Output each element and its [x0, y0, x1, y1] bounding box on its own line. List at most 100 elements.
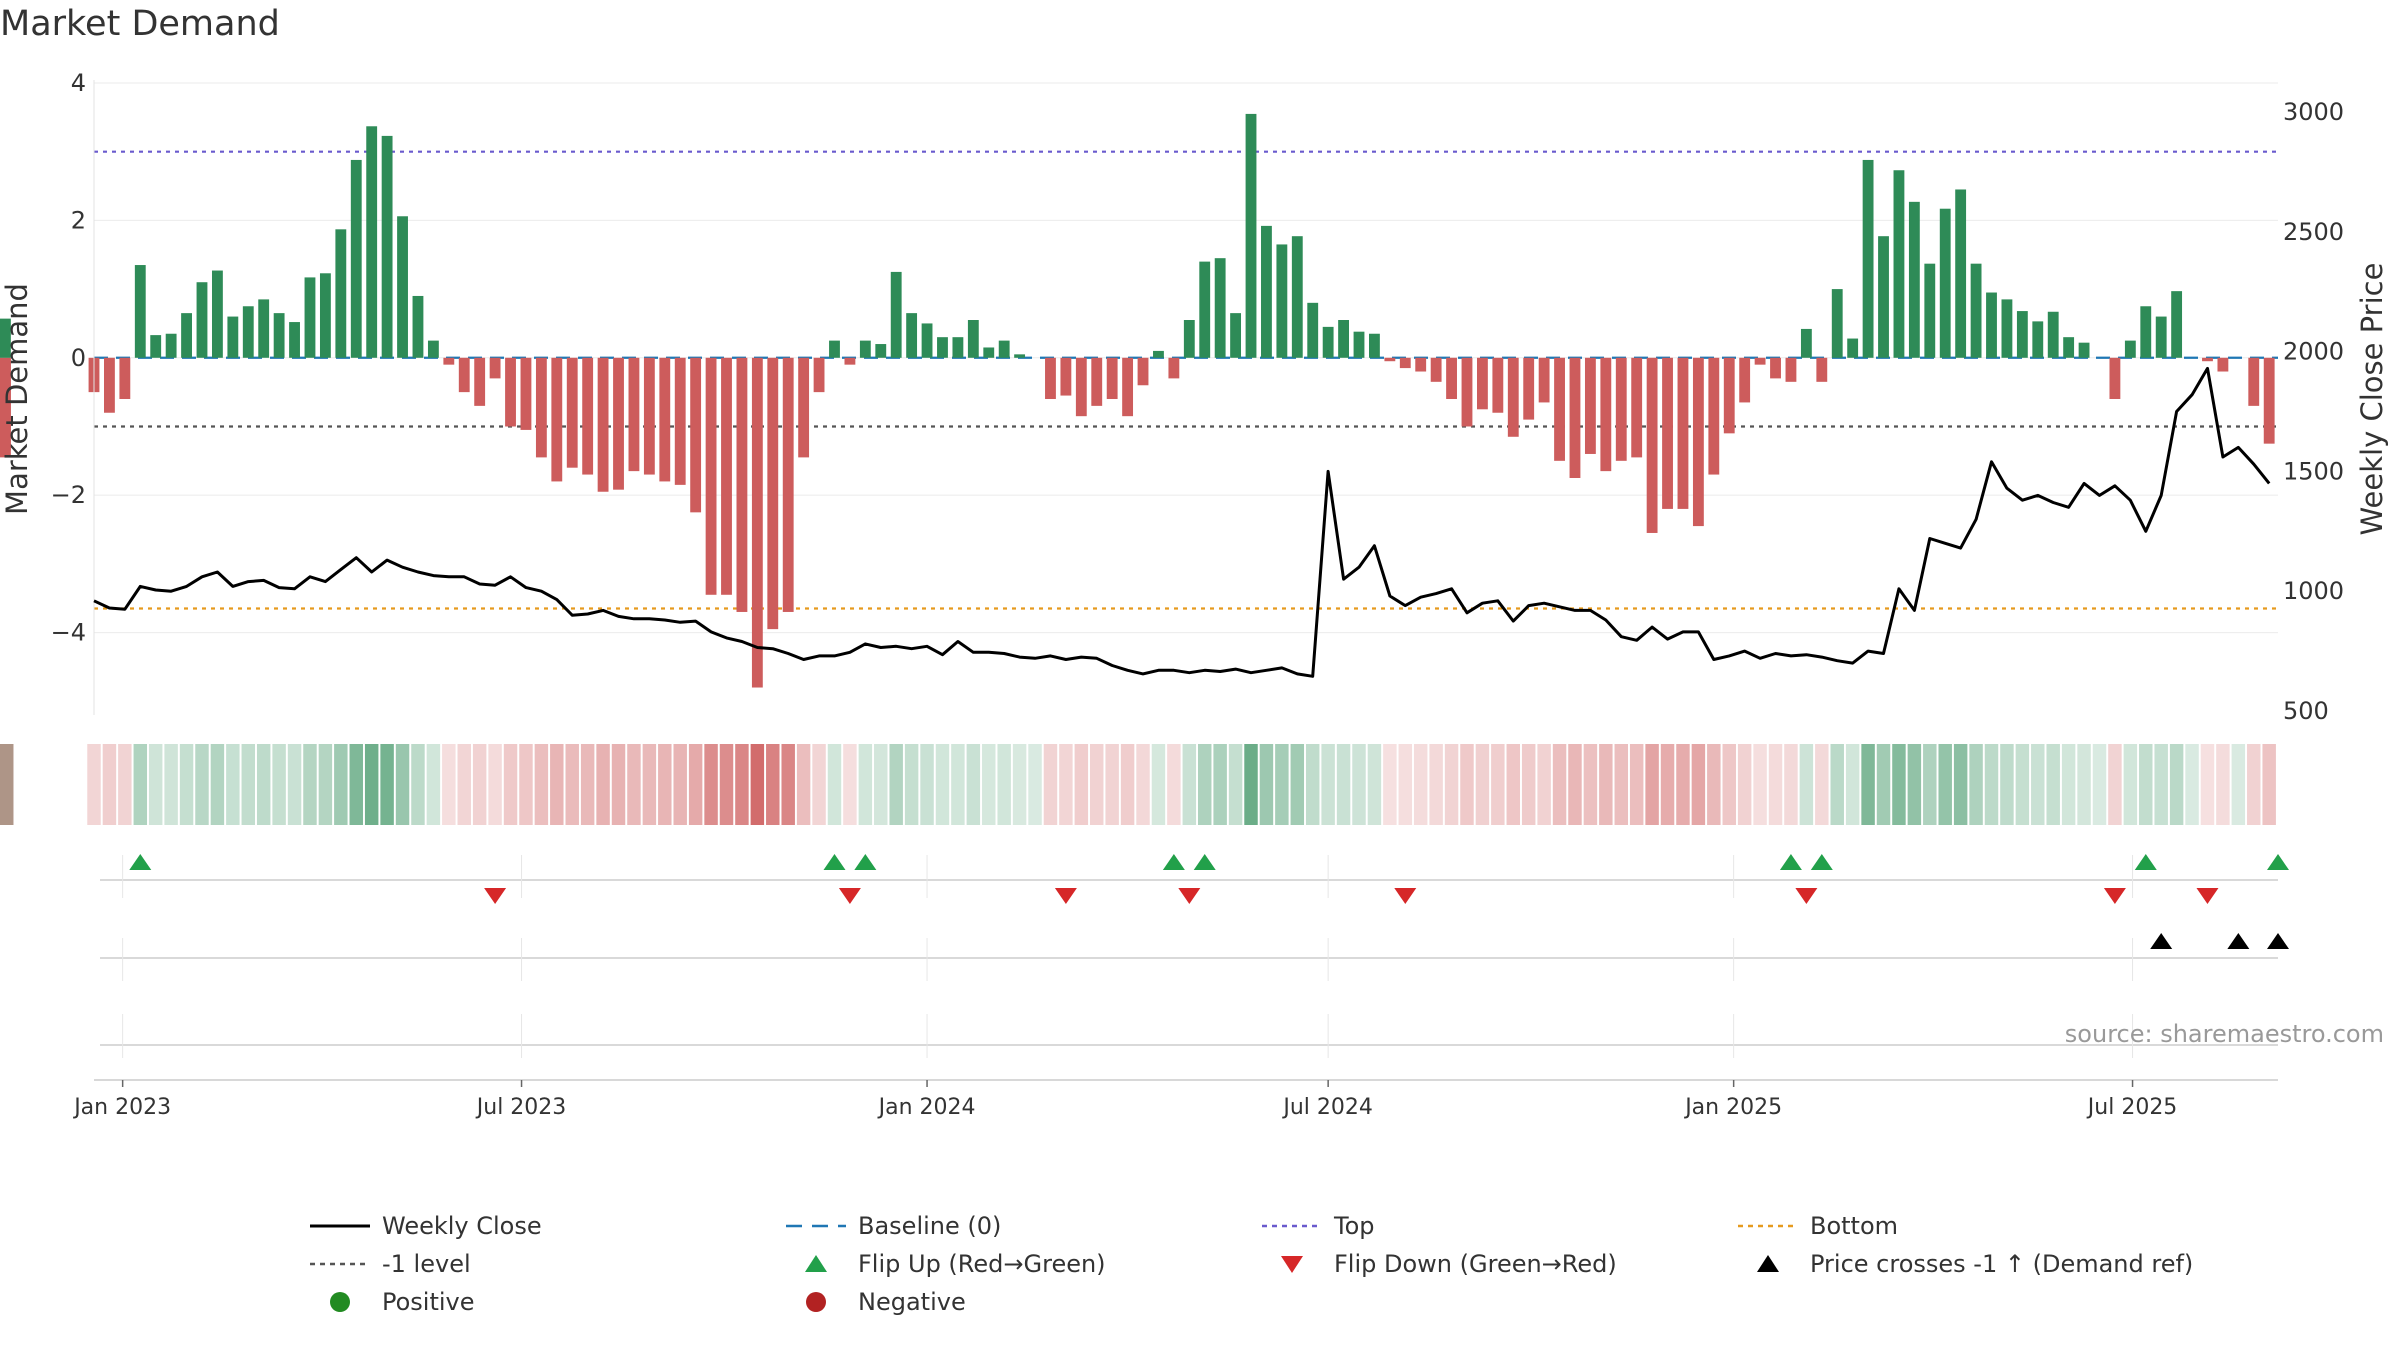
heat-cell-positive	[2031, 744, 2045, 825]
positive-demand-bar	[1955, 189, 1967, 358]
positive-demand-bar	[1369, 333, 1380, 358]
negative-demand-bar	[1584, 357, 1596, 454]
heat-cell-positive	[2092, 744, 2107, 825]
heat-cell-positive	[1799, 744, 1814, 825]
heat-cell-negative	[796, 744, 811, 825]
heat-cell-positive	[1244, 744, 1258, 825]
positive-demand-bar	[181, 313, 192, 358]
negative-demand-bar	[2217, 357, 2229, 372]
negative-demand-bar	[458, 357, 470, 393]
positive-demand-bar	[258, 299, 270, 358]
heat-cell-positive	[1953, 744, 1968, 825]
flip-down-marker	[2196, 888, 2219, 904]
heat-cell-positive	[133, 744, 148, 825]
heat-cell-positive	[982, 744, 996, 825]
heat-cell-positive	[148, 744, 163, 825]
heat-strip-layer	[0, 744, 2276, 825]
close-line-layer	[93, 366, 2271, 678]
negative-demand-bar	[1785, 357, 1797, 382]
flip-up-marker	[2267, 854, 2289, 870]
heat-cell-positive	[2169, 744, 2184, 825]
negative-demand-bar	[2248, 357, 2260, 406]
heat-cell-negative	[1429, 744, 1443, 825]
negative-demand-bar	[1739, 357, 1751, 403]
heat-cell-positive	[1892, 744, 1906, 825]
y2-axis-label: Weekly Close Price	[2355, 263, 2389, 536]
source-label: source: sharemaestro.com	[2065, 1020, 2384, 1048]
negative-demand-bar	[1446, 357, 1457, 399]
negative-demand-bar	[782, 357, 794, 612]
heat-cell-positive	[2000, 744, 2014, 825]
positive-demand-bar	[1847, 338, 1859, 358]
heat-cell-positive	[1352, 744, 1366, 825]
positive-demand-bar	[335, 229, 347, 358]
heat-cell-negative	[1645, 744, 1659, 825]
positive-demand-bar	[196, 282, 208, 358]
flip-up-marker	[1193, 854, 1216, 870]
x-tick-label: Jul 2024	[1281, 1095, 1373, 1120]
flip-down-marker	[2103, 888, 2126, 904]
price-cross-marker	[2227, 933, 2250, 949]
positive-demand-bar	[0, 318, 11, 358]
negative-demand-bar	[613, 357, 624, 490]
heat-cell-negative	[0, 744, 14, 825]
heat-cell-negative	[565, 744, 579, 825]
negative-demand-bar	[489, 357, 501, 379]
y-tick-label: 0	[71, 344, 86, 372]
heat-cell-positive	[1028, 744, 1042, 825]
negative-demand-bar	[582, 357, 594, 475]
positive-demand-bar	[397, 216, 408, 358]
positive-demand-bar	[427, 340, 439, 358]
negative-demand-bar	[798, 357, 810, 458]
positive-demand-bar	[2032, 321, 2044, 358]
heat-cell-negative	[673, 744, 687, 825]
legend-negative-label: Negative	[858, 1288, 966, 1316]
heat-cell-negative	[1475, 744, 1490, 825]
heat-cell-negative	[812, 744, 826, 825]
heat-cell-negative	[1043, 744, 1058, 825]
positive-demand-bar	[289, 322, 300, 358]
heat-cell-positive	[2231, 744, 2246, 825]
positive-demand-bar	[1908, 201, 1920, 358]
weekly-close-line	[93, 366, 2271, 678]
x-axis-layer: Jan 2023 Jul 2023 Jan 2024 Jul 2024 Jan 2025…	[72, 1079, 2278, 1120]
flip-up-marker	[1162, 854, 1185, 870]
heat-cell-positive	[2154, 744, 2168, 825]
y2-tick-label: 2500	[2283, 218, 2344, 246]
heat-cell-negative	[596, 744, 610, 825]
heat-cell-negative	[1768, 744, 1783, 825]
heat-cell-positive	[858, 744, 873, 825]
positive-demand-bar	[998, 340, 1010, 358]
positive-demand-bar	[1939, 208, 1951, 358]
legend-close-label: Weekly Close	[382, 1212, 542, 1240]
x-tick-label: Jul 2025	[2086, 1095, 2178, 1120]
heat-cell-negative	[0, 744, 14, 825]
legend-flip-up-icon	[805, 1255, 827, 1272]
positive-demand-bar	[366, 126, 378, 358]
heat-cell-positive	[179, 744, 194, 825]
heat-cell-positive	[380, 744, 394, 825]
heat-cell-positive	[1228, 744, 1243, 825]
heat-cell-positive	[364, 744, 379, 825]
heat-cell-positive	[287, 744, 302, 825]
negative-demand-bar	[1399, 357, 1411, 369]
negative-demand-bar	[566, 357, 578, 468]
heat-cell-negative	[1136, 744, 1150, 825]
legend-top-label: Top	[1333, 1212, 1375, 1240]
positive-demand-bar	[1862, 159, 1874, 358]
negative-demand-bar	[1692, 357, 1704, 527]
negative-demand-bar	[0, 357, 11, 451]
heat-cell-negative	[87, 744, 101, 825]
negative-demand-bar	[1492, 357, 1504, 413]
negative-demand-bar	[844, 357, 856, 365]
positive-demand-bar	[829, 340, 840, 358]
legend-minus-one-label: -1 level	[382, 1250, 471, 1278]
positive-demand-bar	[1183, 320, 1195, 358]
heat-cell-negative	[627, 744, 641, 825]
positive-demand-bar	[1986, 292, 1997, 358]
x-tick-label: Jul 2023	[475, 1095, 567, 1120]
y-tick-label: −2	[51, 481, 86, 509]
heat-cell-negative	[642, 744, 657, 825]
heat-cell-positive	[951, 744, 965, 825]
x-tick-label: Jan 2024	[877, 1095, 976, 1120]
